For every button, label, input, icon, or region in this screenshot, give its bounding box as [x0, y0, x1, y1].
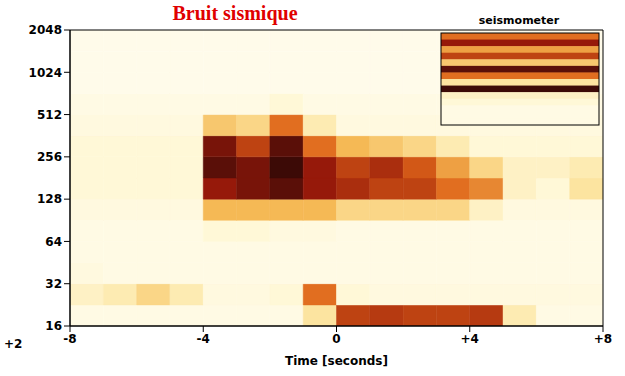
svg-text:32: 32 [45, 277, 62, 291]
html-text:seismometer: seismometer [478, 14, 560, 27]
svg-text:+4: +4 [461, 332, 479, 346]
svg-text:16: 16 [45, 319, 62, 333]
html-text:Bruit sismique: Bruit sismique [172, 2, 298, 24]
svg-text:512: 512 [37, 108, 62, 122]
svg-text:0: 0 [332, 332, 340, 346]
html-text:+2: +2 [4, 337, 23, 351]
svg-text:-8: -8 [63, 332, 76, 346]
svg-text:1024: 1024 [29, 66, 62, 80]
svg-text:2048: 2048 [29, 23, 62, 37]
svg-text:-4: -4 [197, 332, 210, 346]
svg-text:128: 128 [37, 192, 62, 206]
svg-text:256: 256 [37, 150, 62, 164]
svg-text:64: 64 [45, 235, 62, 249]
svg-text:+8: +8 [594, 332, 612, 346]
svg-text:Time [seconds]: Time [seconds] [285, 354, 388, 368]
